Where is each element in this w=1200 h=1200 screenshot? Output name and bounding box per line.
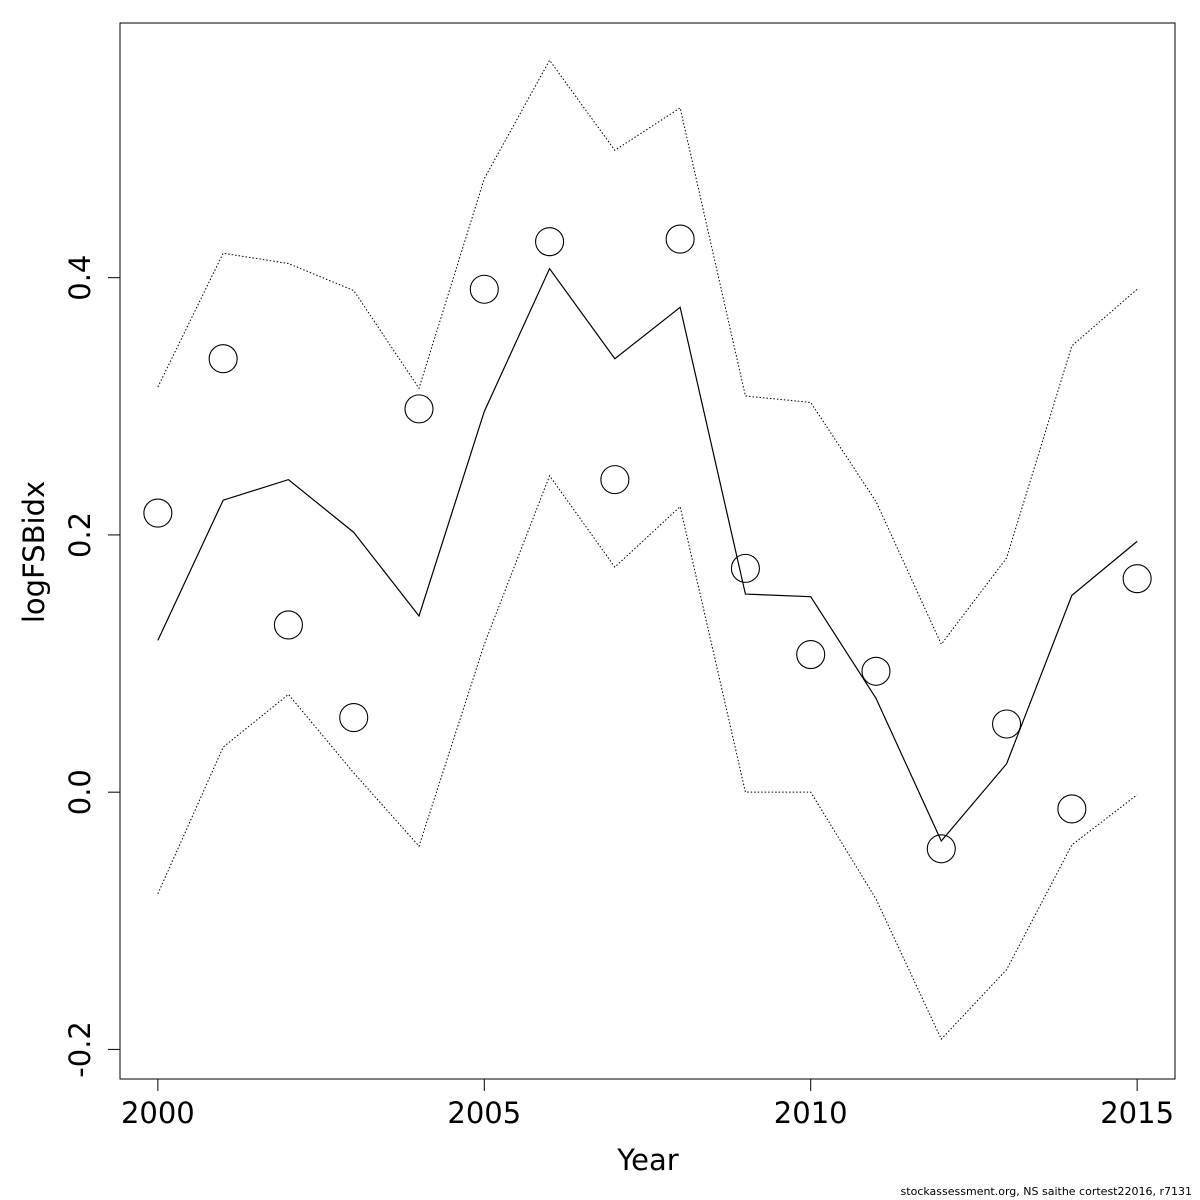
y-tick-label: 0.2 <box>63 512 97 558</box>
observed-point <box>143 498 173 528</box>
observed-point <box>535 227 565 257</box>
x-axis: 2000 2005 2010 2015 <box>121 1078 1174 1130</box>
series-group <box>157 59 1138 1041</box>
y-tick-label: 0.4 <box>63 255 97 301</box>
footer-credit: stockassessment.org, NS saithe cortest22… <box>900 1185 1192 1198</box>
x-tick-label: 2000 <box>121 1096 195 1130</box>
observed-point <box>600 465 630 495</box>
observed-point <box>1057 794 1087 824</box>
lower-bound-line <box>157 474 1138 1041</box>
plot-frame <box>119 22 1176 1080</box>
observed-point <box>796 639 826 670</box>
x-tick-label: 2005 <box>447 1096 521 1130</box>
y-axis: -0.2 0.0 0.2 0.4 <box>63 255 121 1078</box>
x-axis-label: Year <box>616 1143 678 1177</box>
upper-bound-line <box>157 59 1138 646</box>
x-tick-label: 2015 <box>1100 1096 1174 1130</box>
observed-point <box>1122 564 1152 594</box>
observed-point <box>339 703 369 733</box>
fitted-line <box>157 267 1138 843</box>
observed-point <box>665 224 695 254</box>
observed-point <box>273 610 303 640</box>
observed-point <box>469 274 499 304</box>
y-tick-label: -0.2 <box>63 1021 97 1078</box>
observed-point <box>404 394 434 424</box>
y-tick-label: 0.0 <box>63 769 97 815</box>
y-axis-label: logFSBidx <box>17 481 51 623</box>
observed-points <box>143 224 1152 864</box>
x-tick-label: 2010 <box>774 1096 848 1130</box>
observed-point <box>992 709 1022 739</box>
observed-point <box>208 344 238 374</box>
observed-point <box>730 553 760 583</box>
observed-point <box>926 834 956 864</box>
observed-point <box>861 656 891 686</box>
